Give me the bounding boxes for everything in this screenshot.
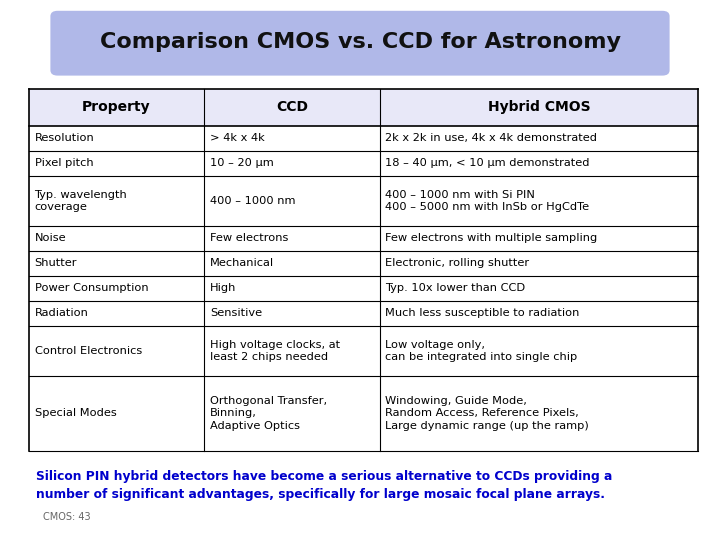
Text: Property: Property [82, 100, 150, 114]
Text: Silicon PIN hybrid detectors have become a serious alternative to CCDs providing: Silicon PIN hybrid detectors have become… [36, 470, 613, 501]
Text: Control Electronics: Control Electronics [35, 346, 142, 356]
Text: Pixel pitch: Pixel pitch [35, 158, 93, 168]
Text: High voltage clocks, at
least 2 chips needed: High voltage clocks, at least 2 chips ne… [210, 340, 340, 362]
Text: Shutter: Shutter [35, 258, 77, 268]
Text: Resolution: Resolution [35, 133, 94, 143]
Text: Windowing, Guide Mode,
Random Access, Reference Pixels,
Large dynamic range (up : Windowing, Guide Mode, Random Access, Re… [385, 396, 589, 431]
Text: Typ. 10x lower than CCD: Typ. 10x lower than CCD [385, 284, 526, 293]
Text: Orthogonal Transfer,
Binning,
Adaptive Optics: Orthogonal Transfer, Binning, Adaptive O… [210, 396, 327, 431]
Text: 2k x 2k in use, 4k x 4k demonstrated: 2k x 2k in use, 4k x 4k demonstrated [385, 133, 598, 143]
Text: 400 – 1000 nm: 400 – 1000 nm [210, 196, 295, 206]
Text: 10 – 20 μm: 10 – 20 μm [210, 158, 274, 168]
Text: CMOS: 43: CMOS: 43 [43, 512, 91, 522]
Text: Radiation: Radiation [35, 308, 89, 319]
Text: Typ. wavelength
coverage: Typ. wavelength coverage [35, 190, 127, 212]
Text: Much less susceptible to radiation: Much less susceptible to radiation [385, 308, 580, 319]
Text: Special Modes: Special Modes [35, 408, 117, 418]
Text: Low voltage only,
can be integrated into single chip: Low voltage only, can be integrated into… [385, 340, 577, 362]
Text: Few electrons with multiple sampling: Few electrons with multiple sampling [385, 233, 598, 244]
Text: Electronic, rolling shutter: Electronic, rolling shutter [385, 258, 529, 268]
Text: Hybrid CMOS: Hybrid CMOS [487, 100, 590, 114]
Text: Noise: Noise [35, 233, 66, 244]
Text: Mechanical: Mechanical [210, 258, 274, 268]
Text: Power Consumption: Power Consumption [35, 284, 148, 293]
Text: High: High [210, 284, 236, 293]
Text: Few electrons: Few electrons [210, 233, 288, 244]
Text: 18 – 40 μm, < 10 μm demonstrated: 18 – 40 μm, < 10 μm demonstrated [385, 158, 590, 168]
Text: > 4k x 4k: > 4k x 4k [210, 133, 265, 143]
Text: CCD: CCD [276, 100, 308, 114]
Text: 400 – 1000 nm with Si PIN
400 – 5000 nm with InSb or HgCdTe: 400 – 1000 nm with Si PIN 400 – 5000 nm … [385, 190, 590, 212]
Text: Comparison CMOS vs. CCD for Astronomy: Comparison CMOS vs. CCD for Astronomy [99, 31, 621, 52]
Text: Sensitive: Sensitive [210, 308, 262, 319]
